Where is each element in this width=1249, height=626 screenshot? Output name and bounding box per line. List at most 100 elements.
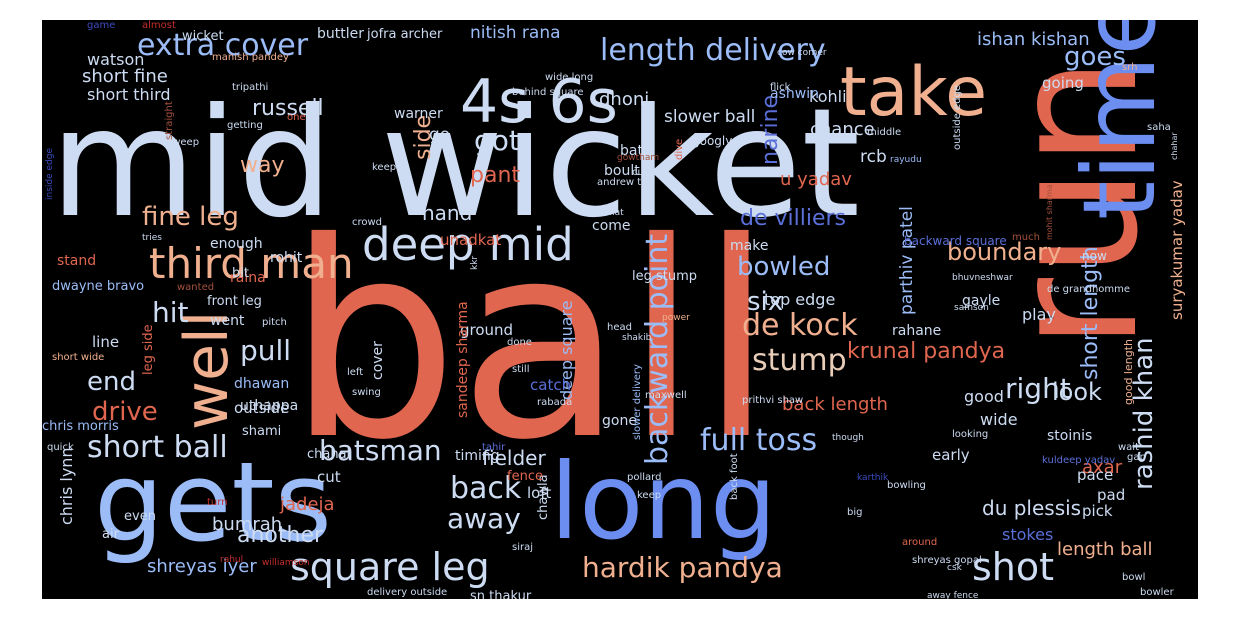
cloud-word-narine: narine — [758, 95, 783, 165]
cloud-word-u-yadav: u yadav — [780, 169, 852, 190]
cloud-word-left: left — [347, 367, 363, 378]
cloud-word-chance: chance — [810, 119, 875, 140]
cloud-word-pitch: pitch — [262, 317, 287, 328]
cloud-word-chris-morris: chris morris — [42, 419, 119, 434]
cloud-word-short-length: short length — [1078, 246, 1103, 380]
cloud-word-behind-square: behind square — [512, 87, 584, 98]
cloud-word-wide: wide — [980, 410, 1018, 429]
cloud-word-stokes: stokes — [1002, 525, 1053, 544]
cloud-word-flat: flat — [609, 208, 624, 218]
cloud-word-leg-stump: leg stump — [632, 269, 697, 284]
cloud-word-timing: timing — [455, 448, 500, 464]
cloud-word-look: look — [1052, 378, 1102, 406]
word-cloud-panel: ball mid wicket run gets long time take 4s 6s de… — [42, 20, 1198, 599]
cloud-word-rohit: rohit — [270, 250, 303, 266]
cloud-word-catch: catch — [530, 376, 571, 394]
cloud-word-make: make — [730, 238, 768, 254]
cloud-word-keeper: keeper — [372, 162, 407, 173]
cloud-word-bowler: bowler — [1140, 587, 1175, 598]
cloud-word-bowled: bowled — [737, 252, 830, 282]
cloud-word-done: done — [507, 337, 532, 348]
cloud-word-tahir: tahir — [482, 442, 506, 453]
cloud-word-williamson: williamson — [262, 558, 310, 568]
cloud-word-game: game — [87, 20, 115, 31]
cloud-word-de-grandhomme: de grandhomme — [1047, 284, 1130, 295]
cloud-word-take: take — [840, 53, 987, 132]
cloud-word-big: big — [847, 507, 862, 518]
cloud-word-deep-mid: deep mid — [362, 218, 574, 271]
cloud-word-uthappa: uthappa — [240, 398, 298, 414]
cloud-word-swing: swing — [352, 387, 381, 398]
cloud-word-come: come — [592, 218, 631, 234]
cloud-word-well: well — [172, 311, 242, 430]
cloud-word-backward-square: backward square — [904, 234, 1007, 248]
cloud-word-keep: keep — [637, 490, 661, 501]
cloud-word-russell: russell — [252, 96, 324, 121]
cloud-word-shot: shot — [972, 545, 1054, 589]
cloud-word-outside: outside — [234, 399, 289, 417]
cloud-word-rahane: rahane — [892, 323, 941, 339]
cloud-word-loft: loft — [527, 484, 551, 502]
cloud-word-line: line — [92, 333, 119, 351]
cloud-word-time: time — [1061, 20, 1178, 220]
cloud-word-pace: pace — [1077, 466, 1113, 484]
cloud-word-delivery-outside: delivery outside — [367, 587, 447, 598]
cloud-word-dwayne-bravo: dwayne bravo — [52, 279, 144, 294]
cloud-word-turn: turn — [207, 497, 228, 508]
cloud-word-pick: pick — [1082, 502, 1113, 520]
cloud-word-pant: pant — [470, 163, 520, 188]
cloud-word-rashid-khan: rashid khan — [1129, 337, 1159, 490]
cloud-word-away-fence: away fence — [927, 591, 979, 599]
cloud-word-mid-wicket: mid wicket — [50, 77, 860, 251]
cloud-word-leg-side: leg side — [141, 324, 156, 375]
cloud-word-raina: raina — [230, 270, 266, 286]
cloud-word-short-ball: short ball — [87, 430, 228, 465]
cloud-word-short-fine: short fine — [82, 66, 168, 87]
cloud-word-ishan-kishan: ishan kishan — [977, 29, 1090, 50]
cloud-word-stand: stand — [57, 253, 96, 269]
cloud-word-bowling: bowling — [887, 480, 926, 491]
cloud-word-jadeja: jadeja — [279, 494, 335, 515]
cloud-word-boult: boult — [604, 163, 640, 179]
cloud-word-power: power — [662, 313, 690, 323]
cloud-word-manish-pandey: manish pandey — [212, 52, 289, 63]
cloud-word-cut: cut — [317, 468, 341, 486]
cloud-word-fence: fence — [507, 469, 543, 484]
cloud-word-good-length: good length — [1122, 339, 1135, 405]
cloud-word-outside-edge: outside edge — [952, 85, 963, 150]
cloud-word-du-plessis: du plessis — [982, 496, 1081, 520]
cloud-word-dhawan: dhawan — [234, 376, 289, 392]
cloud-word-play: play — [1022, 305, 1056, 324]
cloud-word-gets: gets — [94, 438, 332, 566]
cloud-word-boundary: boundary — [947, 238, 1061, 266]
cloud-word-getting: getting — [227, 120, 263, 131]
cloud-word-looking: looking — [952, 429, 988, 440]
cloud-word-another: another — [237, 523, 324, 548]
cloud-word-wide-long: wide long — [545, 72, 593, 83]
cloud-word-almost: almost — [142, 20, 176, 31]
cloud-word-kuldeep-yadav: kuldeep yadav — [1042, 455, 1115, 466]
cloud-word-bit: bit — [232, 266, 249, 281]
cloud-word-bhuvneshwar: bhuvneshwar — [952, 273, 1013, 283]
cloud-word-fielder: fielder — [482, 446, 546, 470]
cloud-word-good: good — [964, 387, 1004, 406]
cloud-word-axar: axar — [1082, 457, 1123, 478]
cloud-word-hand: hand — [422, 201, 472, 225]
cloud-word-rayudu: rayudu — [890, 155, 922, 165]
cloud-word-stoinis: stoinis — [1047, 428, 1092, 444]
cloud-word-drive: drive — [92, 397, 158, 427]
cloud-word-end: end — [87, 367, 136, 397]
cloud-word-cutting: cutting — [632, 167, 667, 178]
cloud-word-prithvi-shaw: prithvi shaw — [742, 395, 803, 406]
cloud-word-back-length: back length — [782, 394, 888, 415]
cloud-word-saha: saha — [1147, 122, 1171, 133]
cloud-word-karthik: karthik — [857, 473, 889, 483]
cloud-word-sweep: sweep — [167, 137, 199, 148]
cloud-word-back: back — [450, 471, 522, 506]
cloud-word-shami: shami — [242, 424, 281, 439]
cloud-word-jofra-archer: jofra archer — [366, 27, 443, 42]
cloud-word-tripathi: tripathi — [232, 82, 268, 93]
cloud-word-sn-thakur: sn thakur — [470, 589, 532, 599]
cloud-word-shreyas-gopal: shreyas gopal — [912, 555, 982, 566]
